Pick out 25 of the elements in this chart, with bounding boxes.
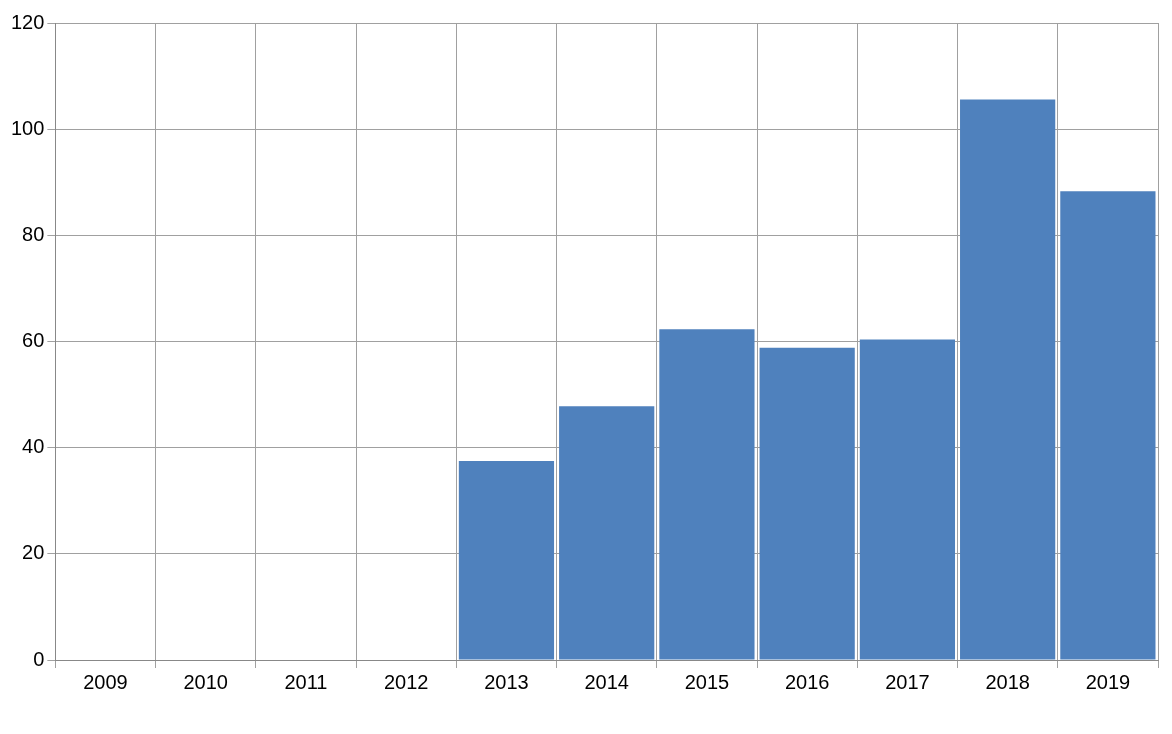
bar [458,460,555,660]
x-tick-label: 2012 [383,670,429,693]
x-tick-label: 2016 [784,670,830,693]
y-tick-label: 120 [10,10,45,33]
x-tick-label: 2010 [183,670,228,693]
bar [659,329,755,660]
x-tick-label: 2014 [584,670,629,693]
x-tick-label: 2015 [684,670,730,693]
bar [559,406,655,660]
y-tick-label: 0 [33,647,45,670]
x-tick-label: 2019 [1085,670,1131,693]
y-tick-label: 20 [22,541,45,564]
y-tick-label: 100 [10,116,45,139]
y-tick-label: 40 [22,435,45,458]
x-tick-label: 2018 [985,670,1030,693]
x-tick-label: 2011 [284,670,328,693]
bar [859,339,956,660]
bar [759,347,855,660]
bar [960,99,1056,660]
y-tick-label: 80 [22,222,45,245]
x-tick-label: 2013 [484,670,529,693]
bar [1060,191,1156,660]
y-tick-label: 60 [22,329,45,352]
x-tick-label: 2009 [83,670,128,693]
x-tick-label: 2017 [885,670,930,693]
